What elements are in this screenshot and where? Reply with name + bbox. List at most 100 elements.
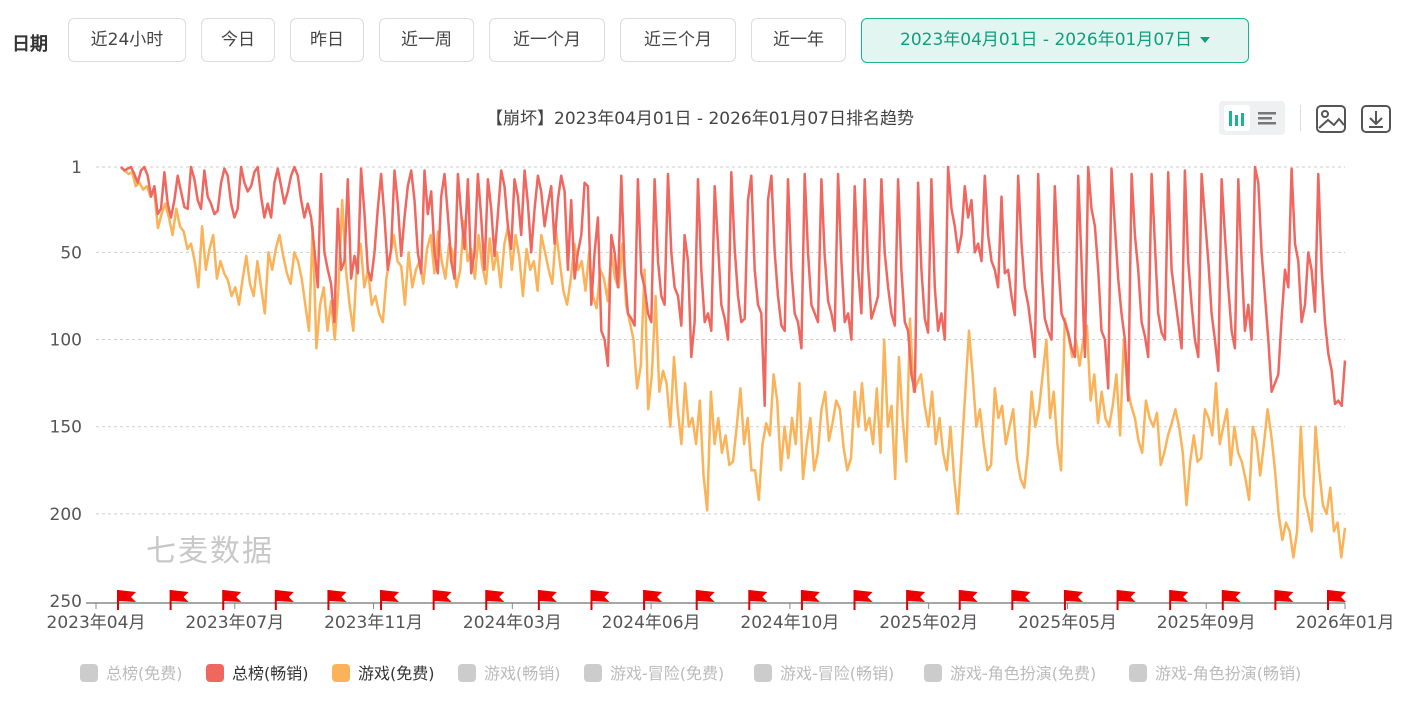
flag-banner xyxy=(275,590,294,602)
range-button-month[interactable]: 近一个月 xyxy=(489,18,605,62)
event-flag-icon[interactable] xyxy=(1063,590,1083,610)
event-flag-icon[interactable] xyxy=(1011,590,1031,610)
flag-banner xyxy=(381,590,400,602)
event-flag-icon[interactable] xyxy=(853,590,873,610)
x-tick-label: 2026年01月 xyxy=(1296,613,1395,633)
range-button-24h[interactable]: 近24小时 xyxy=(68,18,186,62)
flag-banner xyxy=(854,590,873,602)
flag-banner xyxy=(644,590,663,602)
legend-label: 游戏(畅销) xyxy=(484,664,561,683)
x-tick-label: 2023年11月 xyxy=(324,613,423,633)
event-flag-icon[interactable] xyxy=(222,590,242,610)
range-button-today[interactable]: 今日 xyxy=(201,18,275,62)
x-tick-label: 2024年10月 xyxy=(740,613,839,633)
event-flag-icon[interactable] xyxy=(800,590,820,610)
flag-banner xyxy=(223,590,242,602)
legend-swatch xyxy=(924,664,942,682)
event-flag-icon[interactable] xyxy=(1221,590,1241,610)
divider xyxy=(1300,105,1301,131)
event-flag-icon[interactable] xyxy=(327,590,347,610)
legend-item[interactable]: 总榜(免费) xyxy=(80,660,183,688)
flag-banner xyxy=(749,590,768,602)
event-flag-icon[interactable] xyxy=(537,590,557,610)
legend-label: 总榜(畅销) xyxy=(232,664,309,683)
list-icon[interactable] xyxy=(1255,105,1281,131)
flag-banner xyxy=(1275,590,1294,602)
y-tick-label: 1 xyxy=(71,158,82,178)
range-button-year[interactable]: 近一年 xyxy=(751,18,846,62)
download-icon[interactable] xyxy=(1360,103,1392,135)
legend-item[interactable]: 游戏-角色扮演(免费) xyxy=(924,660,1096,688)
flag-banner xyxy=(1117,590,1136,602)
series-line-grossing[interactable] xyxy=(120,165,1347,408)
flag-banner xyxy=(328,590,347,602)
event-flag-icon[interactable] xyxy=(590,590,610,610)
range-button-yesterday[interactable]: 昨日 xyxy=(290,18,364,62)
event-flag-icon[interactable] xyxy=(1274,590,1294,610)
event-flag-icon[interactable] xyxy=(643,590,663,610)
date-range-toolbar: 日期 近24小时 今日 昨日 近一周 近一个月 近三个月 近一年 2023年04… xyxy=(0,18,1419,64)
legend-label: 游戏-冒险(畅销) xyxy=(780,664,895,683)
range-button-week[interactable]: 近一周 xyxy=(379,18,474,62)
legend-swatch xyxy=(332,664,350,682)
series-line-game-free[interactable] xyxy=(120,166,1347,559)
flag-banner xyxy=(959,590,978,602)
event-flag-icon[interactable] xyxy=(1169,590,1189,610)
x-tick-label: 2024年06月 xyxy=(602,613,701,633)
event-flag-icon[interactable] xyxy=(1116,590,1136,610)
flag-banner xyxy=(1012,590,1031,602)
legend-item[interactable]: 游戏-角色扮演(畅销) xyxy=(1129,660,1301,688)
flag-banner xyxy=(907,590,926,602)
legend-label: 总榜(免费) xyxy=(106,664,183,683)
event-flag-icon[interactable] xyxy=(906,590,926,610)
legend-label: 游戏-冒险(免费) xyxy=(610,664,725,683)
event-flag-icon[interactable] xyxy=(958,590,978,610)
legend-swatch xyxy=(584,664,602,682)
flag-banner xyxy=(801,590,820,602)
x-tick-label: 2023年07月 xyxy=(185,613,284,633)
flag-banner xyxy=(118,590,136,602)
legend: 总榜(免费) 总榜(畅销) 游戏(免费) 游戏(畅销) 游戏-冒险(免费) 游戏-冒险(畅… xyxy=(80,660,1380,688)
y-tick-label: 50 xyxy=(60,243,82,263)
y-tick-label: 250 xyxy=(50,592,82,612)
event-flag-icon[interactable] xyxy=(380,590,400,610)
event-flag-icon[interactable] xyxy=(485,590,505,610)
x-tick-label: 2025年09月 xyxy=(1157,613,1256,633)
caret-down-icon xyxy=(1200,37,1210,43)
legend-label: 游戏-角色扮演(免费) xyxy=(950,664,1097,683)
legend-item[interactable]: 游戏(畅销) xyxy=(458,660,561,688)
y-tick-label: 150 xyxy=(50,418,82,438)
legend-swatch xyxy=(458,664,476,682)
x-tick-label: 2024年03月 xyxy=(463,613,562,633)
event-flag-icon[interactable] xyxy=(274,590,294,610)
flag-banner xyxy=(1328,590,1346,602)
flag-banner xyxy=(591,590,610,602)
flag-banner xyxy=(696,590,715,602)
x-axis: 2023年04月 2023年07月 2023年11月 2024年03月 2024年06月… xyxy=(47,602,1395,633)
event-flag-icon[interactable] xyxy=(748,590,768,610)
legend-item[interactable]: 游戏(免费) xyxy=(332,660,435,688)
y-tick-label: 100 xyxy=(50,331,82,351)
legend-item[interactable]: 游戏-冒险(免费) xyxy=(584,660,724,688)
date-range-value: 2023年04月01日 - 2026年01月07日 xyxy=(900,30,1192,50)
x-tick-label: 2025年02月 xyxy=(879,613,978,633)
event-flag-icon[interactable] xyxy=(117,590,136,610)
legend-swatch xyxy=(80,664,98,682)
flag-banner xyxy=(433,590,452,602)
legend-item[interactable]: 游戏-冒险(畅销) xyxy=(754,660,894,688)
event-flag-icon[interactable] xyxy=(169,590,189,610)
legend-swatch xyxy=(754,664,772,682)
event-flag-icon[interactable] xyxy=(695,590,715,610)
event-flag-icon[interactable] xyxy=(432,590,452,610)
series-lines xyxy=(120,165,1347,559)
flag-banner xyxy=(170,590,189,602)
bar-chart-icon[interactable] xyxy=(1224,105,1250,131)
date-range-picker[interactable]: 2023年04月01日 - 2026年01月07日 xyxy=(861,18,1249,63)
flag-banner xyxy=(1064,590,1083,602)
x-tick-label: 2023年04月 xyxy=(47,613,146,633)
event-flag-icon[interactable] xyxy=(1327,590,1346,610)
image-icon[interactable] xyxy=(1315,103,1347,135)
range-button-3months[interactable]: 近三个月 xyxy=(620,18,736,62)
legend-item[interactable]: 总榜(畅销) xyxy=(206,660,309,688)
